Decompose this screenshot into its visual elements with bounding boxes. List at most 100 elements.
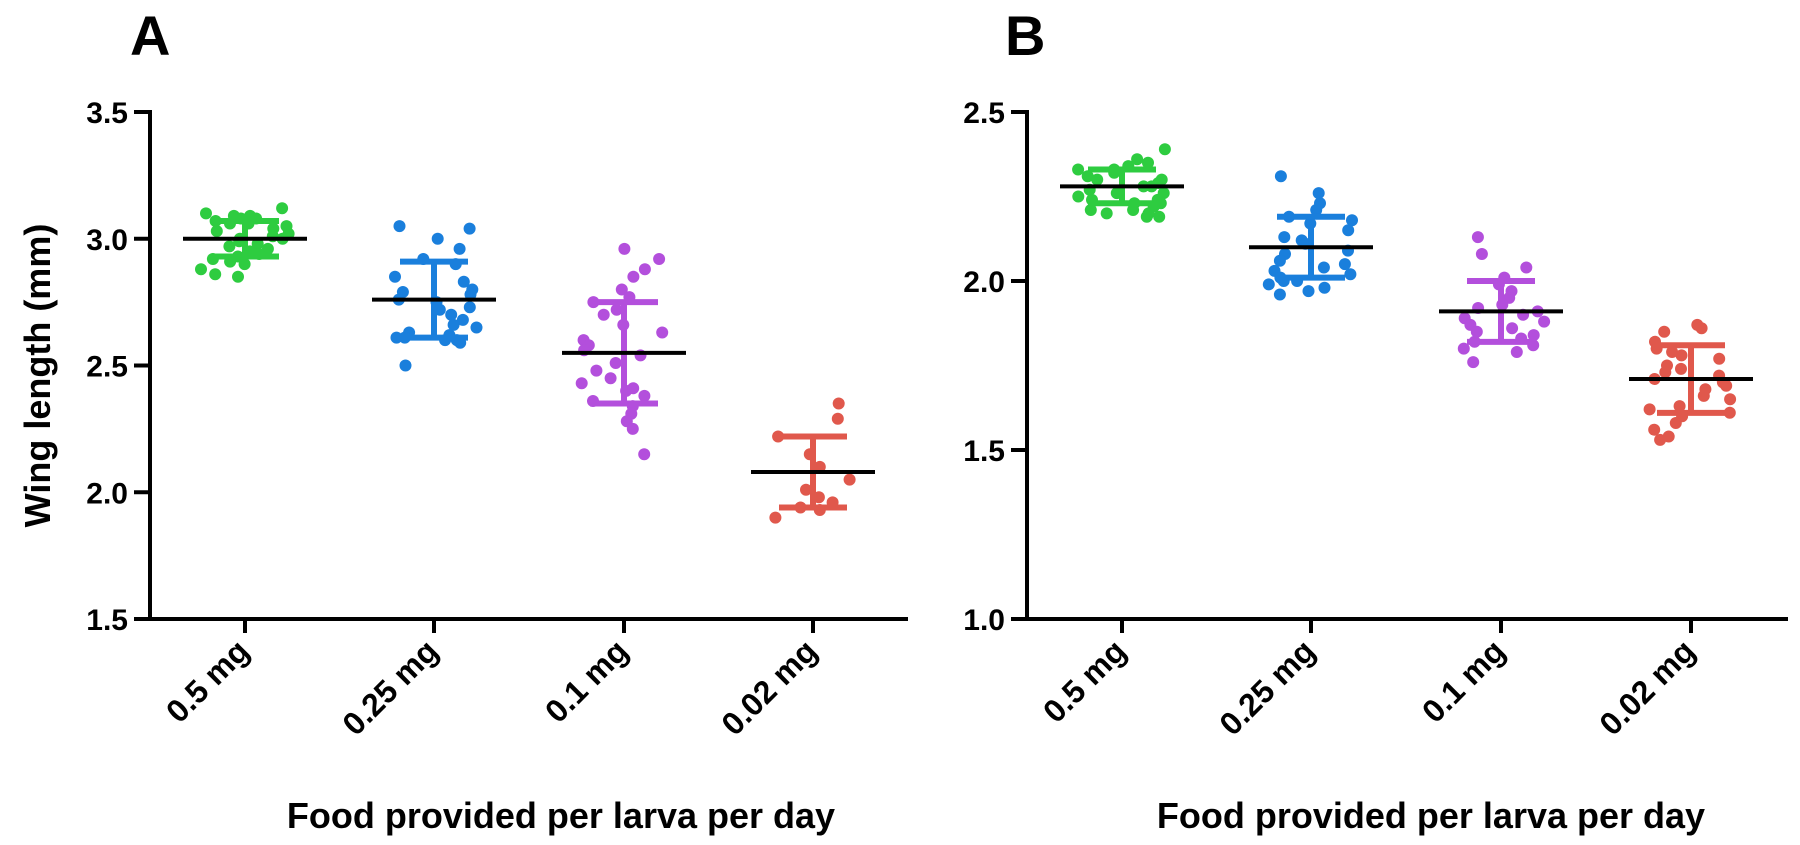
data-point xyxy=(627,270,640,283)
x-category-label: 0.02 mg xyxy=(1592,632,1702,742)
data-point xyxy=(1091,173,1104,186)
data-point xyxy=(261,242,274,255)
data-point xyxy=(1520,261,1533,274)
x-category-label: 0.25 mg xyxy=(335,632,445,742)
data-point xyxy=(195,263,207,276)
panel-a: A 1.5 2.0 2.5 3.0 3.5 0.5 mg 0.25 mg 0.1 mg 0.02 … xyxy=(17,4,908,836)
data-point xyxy=(1084,204,1097,216)
data-point xyxy=(210,225,223,238)
data-point xyxy=(399,359,412,372)
panel-label: A xyxy=(130,4,170,67)
data-point xyxy=(200,207,212,220)
data-point xyxy=(597,308,610,321)
panel-b: B 1.0 1.5 2.0 2.5 0.5 mg 0.25 mg 0.1 mg 0.02 mg F… xyxy=(963,4,1788,836)
y-tick-label: 2.0 xyxy=(86,477,128,510)
data-point xyxy=(232,270,244,283)
y-tick-label: 3.0 xyxy=(86,224,128,257)
data-point xyxy=(1538,315,1551,328)
data-point xyxy=(590,364,603,377)
data-point xyxy=(238,258,251,271)
x-category-label: 0.02 mg xyxy=(714,632,824,742)
data-point xyxy=(1274,170,1287,183)
x-axis-title: Food provided per larva per day xyxy=(1157,795,1705,836)
data-point xyxy=(1648,423,1661,436)
data-point xyxy=(1471,231,1484,244)
data-group-0-1-mg xyxy=(562,242,686,461)
data-point xyxy=(431,232,444,245)
y-tick-label: 1.0 xyxy=(963,604,1005,637)
data-point xyxy=(463,301,476,314)
data-point xyxy=(1673,400,1686,413)
data-point xyxy=(1470,325,1483,338)
data-point xyxy=(1158,143,1171,156)
data-point xyxy=(1312,187,1325,200)
y-tick-label: 2.5 xyxy=(86,351,128,384)
data-point xyxy=(1723,406,1736,419)
data-point xyxy=(609,357,622,369)
data-point xyxy=(1273,254,1286,267)
x-category-label: 0.1 mg xyxy=(1415,632,1512,729)
data-point xyxy=(1127,204,1140,216)
data-point xyxy=(604,372,617,385)
data-point xyxy=(1346,214,1358,227)
data-point xyxy=(1081,170,1094,183)
data-group-0-02-mg xyxy=(1629,318,1753,446)
data-point xyxy=(1140,210,1153,223)
data-point xyxy=(1342,224,1355,237)
data-point xyxy=(656,326,669,339)
data-point xyxy=(276,202,289,215)
data-group-0-5-mg xyxy=(183,202,307,283)
y-axis-title: Wing length (mm) xyxy=(17,224,58,528)
data-point xyxy=(638,263,651,276)
data-point xyxy=(1153,210,1166,223)
data-point xyxy=(389,270,401,283)
data-point xyxy=(464,288,477,301)
data-point xyxy=(1142,156,1154,169)
data-point xyxy=(1273,288,1286,301)
data-point xyxy=(1072,163,1085,176)
data-point xyxy=(1072,190,1085,203)
data-point xyxy=(638,448,651,461)
y-tick-label: 1.5 xyxy=(86,604,128,637)
data-point xyxy=(1317,261,1330,274)
data-point xyxy=(831,412,844,425)
data-point xyxy=(457,275,470,288)
x-category-label: 0.5 mg xyxy=(159,632,256,729)
data-point xyxy=(445,308,458,321)
data-point xyxy=(610,303,623,316)
data-point xyxy=(1659,366,1672,379)
data-point xyxy=(1695,322,1708,335)
data-point xyxy=(638,389,651,402)
data-point xyxy=(653,253,666,265)
data-point xyxy=(1278,231,1291,244)
data-point xyxy=(618,242,631,255)
data-point xyxy=(800,483,812,496)
data-point xyxy=(1475,248,1488,260)
data-point xyxy=(1457,342,1470,355)
data-point xyxy=(209,268,222,281)
data-point xyxy=(1675,349,1688,362)
x-category-label: 0.5 mg xyxy=(1036,632,1133,729)
data-point xyxy=(1669,417,1682,429)
y-tick-label: 2.5 xyxy=(963,97,1005,130)
data-point xyxy=(1697,389,1710,402)
data-point xyxy=(456,313,469,326)
data-group-0-1-mg xyxy=(1439,231,1563,369)
data-point xyxy=(1643,403,1656,416)
data-point xyxy=(1510,346,1523,358)
data-point xyxy=(223,240,236,253)
data-point xyxy=(769,511,782,524)
data-point xyxy=(1506,322,1519,335)
data-point xyxy=(1318,281,1331,294)
data-point xyxy=(463,222,476,235)
data-point xyxy=(1338,258,1351,271)
x-axis-title: Food provided per larva per day xyxy=(287,795,835,836)
data-point xyxy=(832,397,845,410)
data-point xyxy=(575,377,588,390)
data-point xyxy=(1527,329,1540,342)
data-point xyxy=(843,473,856,486)
y-tick-label: 1.5 xyxy=(963,435,1005,468)
data-point xyxy=(1666,346,1679,358)
data-point xyxy=(470,321,483,334)
